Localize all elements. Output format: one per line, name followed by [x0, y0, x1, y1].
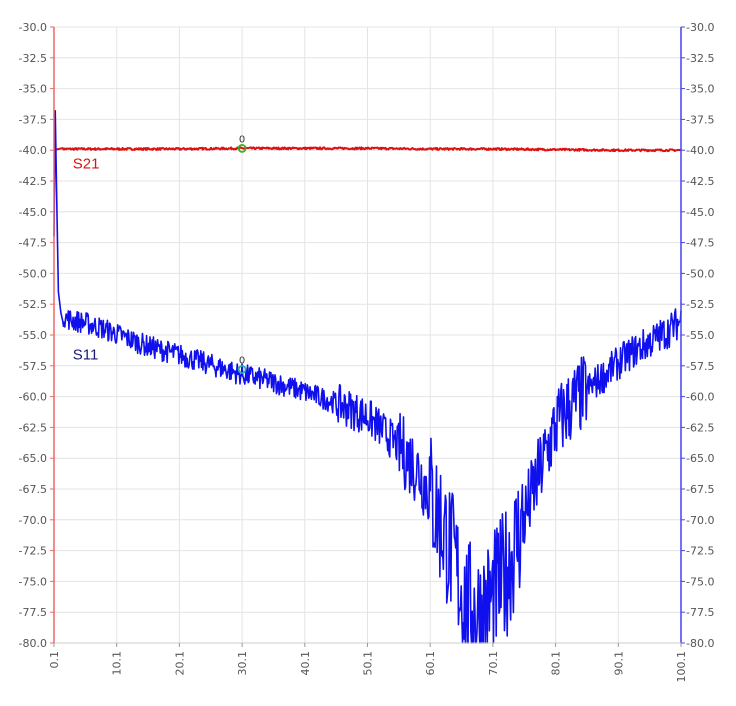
y-tick-label-left: -40.0 [19, 144, 47, 157]
x-tick-label: 40.1 [299, 651, 312, 676]
x-tick-label: 50.1 [362, 651, 375, 676]
y-tick-label-right: -72.5 [686, 545, 714, 558]
y-tick-label-right: -75.0 [686, 575, 714, 588]
y-tick-label-left: -57.5 [19, 360, 47, 373]
x-tick-label: 60.1 [424, 651, 437, 676]
series-layer [53, 109, 682, 644]
series-line-s11 [53, 109, 682, 644]
y-tick-label-right: -45.0 [686, 206, 714, 219]
y-tick-label-right: -65.0 [686, 452, 714, 465]
y-tick-label-right: -70.0 [686, 514, 714, 527]
y-tick-label-right: -32.5 [686, 52, 714, 65]
marker-label-s21: 0 [239, 134, 245, 145]
y-tick-label-right: -77.5 [686, 606, 714, 619]
marker-s11 [237, 365, 247, 374]
y-tick-label-left: -72.5 [19, 545, 47, 558]
y-tick-label-left: -67.5 [19, 483, 47, 496]
y-tick-label-left: -42.5 [19, 175, 47, 188]
y-tick-label-right: -57.5 [686, 360, 714, 373]
x-tick-label: 10.1 [111, 651, 124, 676]
y-tick-label-right: -37.5 [686, 113, 714, 126]
axes-layer [50, 26, 685, 647]
y-tick-label-left: -70.0 [19, 514, 47, 527]
x-tick-label: 90.1 [612, 651, 625, 676]
y-tick-label-right: -55.0 [686, 329, 714, 342]
y-tick-label-left: -32.5 [19, 52, 47, 65]
marker-s21 [237, 143, 247, 153]
y-tick-label-left: -65.0 [19, 452, 47, 465]
y-tick-label-left: -47.5 [19, 237, 47, 250]
y-tick-label-left: -62.5 [19, 421, 47, 434]
y-tick-label-left: -75.0 [19, 575, 47, 588]
y-tick-label-left: -30.0 [19, 21, 47, 34]
y-tick-label-left: -37.5 [19, 113, 47, 126]
x-tick-label: 70.1 [487, 651, 500, 676]
y-tick-label-left: -80.0 [19, 637, 47, 650]
y-tick-label-right: -42.5 [686, 175, 714, 188]
y-tick-label-right: -30.0 [686, 21, 714, 34]
series-label-s21: S21 [73, 155, 100, 172]
y-tick-label-right: -40.0 [686, 144, 714, 157]
x-tick-label: 20.1 [173, 651, 186, 676]
x-tick-label: 0.1 [48, 651, 61, 669]
x-tick-label: 100.1 [675, 651, 688, 683]
y-tick-label-left: -45.0 [19, 206, 47, 219]
y-tick-label-right: -47.5 [686, 237, 714, 250]
y-tick-label-right: -60.0 [686, 391, 714, 404]
y-tick-label-left: -60.0 [19, 391, 47, 404]
y-tick-label-right: -67.5 [686, 483, 714, 496]
y-tick-label-right: -35.0 [686, 83, 714, 96]
y-tick-label-right: -80.0 [686, 637, 714, 650]
y-tick-label-right: -52.5 [686, 298, 714, 311]
series-label-s11: S11 [73, 346, 99, 363]
series-line-s21 [53, 146, 682, 153]
x-tick-label: 30.1 [236, 651, 249, 676]
y-tick-label-right: -62.5 [686, 421, 714, 434]
y-tick-label-left: -77.5 [19, 606, 47, 619]
labels-layer: -30.0 -32.5 -35.0 -37.5 -40.0 -42.5 -45.0 -47.5… [19, 21, 715, 683]
grid-layer [53, 26, 682, 644]
marker-label-s11: 0 [239, 355, 245, 366]
y-tick-label-left: -50.0 [19, 267, 47, 280]
y-tick-label-right: -50.0 [686, 267, 714, 280]
x-tick-label: 80.1 [550, 651, 563, 676]
y-tick-label-left: -35.0 [19, 83, 47, 96]
y-tick-label-left: -52.5 [19, 298, 47, 311]
y-tick-label-left: -55.0 [19, 329, 47, 342]
